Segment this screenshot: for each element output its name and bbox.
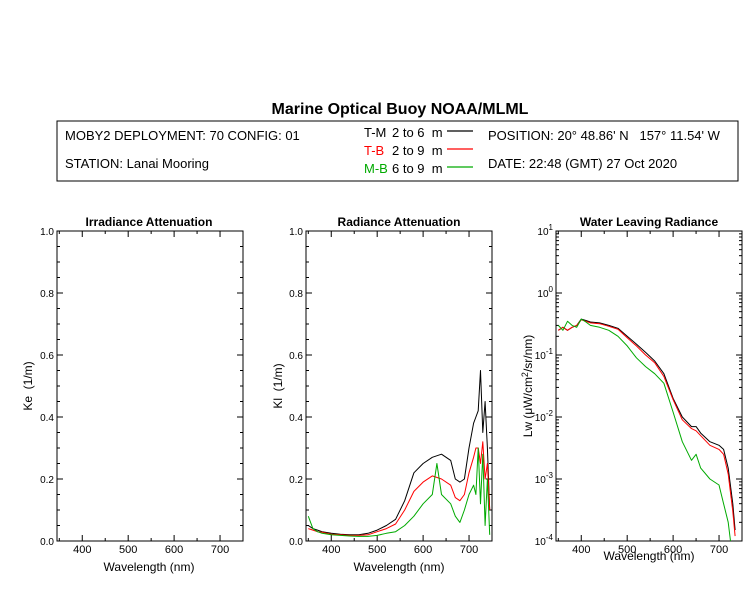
y-tick-label: 101 [537,223,553,238]
series-line-t-m [308,370,491,536]
x-tick-label: 400 [572,544,590,556]
y-tick-label: 0.0 [40,537,54,548]
panel-title: Radiance Attenuation [338,215,461,229]
x-tick-label: 700 [710,544,728,556]
series-line-black [558,318,736,531]
plot-frame [56,230,244,542]
y-tick-label: 0.0 [289,537,303,548]
y-tick-label: 10-1 [535,347,554,362]
axis-ticks: 400 500 600 700 10-4 10-3 10-2 10-1 100 101 [535,223,743,556]
y-tick-label: 0.2 [40,475,54,486]
legend-code-tb: T-B [364,143,384,158]
x-tick-label: 500 [618,544,636,556]
series-line-green [557,318,731,542]
station-text: STATION: Lanai Mooring [65,156,209,171]
y-axis-label: Ke (1/m) [21,361,35,410]
y-tick-label: 100 [537,285,553,300]
panel-radiance: Radiance Attenuation 400 500 600 700 0.0 0.2 0… [271,215,493,574]
info-box [56,120,739,182]
panel-irradiance: Irradiance Attenuation 400 500 600 700 0.0 0.… [21,215,244,574]
panel-water-leaving: Water Leaving Radiance 400 500 600 700 10-4 1… [520,215,743,563]
y-tick-label: 0.8 [40,289,54,300]
date-text: DATE: 22:48 (GMT) 27 Oct 2020 [488,156,677,171]
y-tick-label: 0.6 [289,351,303,362]
legend-code-tm: T-M [364,125,386,140]
y-axis-label: Kl (1/m) [271,363,285,408]
x-tick-label: 500 [368,544,386,556]
y-tick-label: 10-4 [535,533,554,548]
x-tick-label: 700 [211,544,229,556]
series-group [557,318,736,542]
x-axis-label: Wavelength (nm) [354,560,445,574]
x-tick-label: 400 [322,544,340,556]
x-tick-label: 400 [73,544,91,556]
figure-title: Marine Optical Buoy NOAA/MLML [272,101,529,118]
panel-title: Water Leaving Radiance [580,215,719,229]
axis-ticks: 400 500 600 700 0.0 0.2 0.4 0.6 0.8 1.0 [289,227,493,556]
x-tick-label: 600 [414,544,432,556]
x-axis-label: Wavelength (nm) [104,560,195,574]
y-axis-label: Lw (μW/cm2/sr/nm) [520,335,535,438]
legend-range-tm: 2 to 6 m [392,125,443,140]
y-tick-label: 1.0 [40,227,54,238]
series-group [307,370,491,537]
deployment-text: MOBY2 DEPLOYMENT: 70 CONFIG: 01 [65,128,300,143]
legend-range-tb: 2 to 9 m [392,143,443,158]
y-tick-label: 0.4 [40,413,54,424]
legend-code-mb: M-B [364,161,388,176]
y-tick-label: 10-2 [535,409,554,424]
legend: T-M 2 to 6 m T-B 2 to 9 m M-B 6 to 9 m [364,125,473,176]
y-tick-label: 0.2 [289,475,303,486]
series-line-t-b [308,441,491,536]
panel-title: Irradiance Attenuation [86,215,213,229]
axis-ticks: 400 500 600 700 0.0 0.2 0.4 0.6 0.8 1.0 [40,227,244,556]
series-line-red [558,319,736,537]
x-tick-label: 600 [165,544,183,556]
y-tick-label: 10-3 [535,471,554,486]
y-tick-label: 0.8 [289,289,303,300]
x-tick-label: 600 [664,544,682,556]
y-tick-label: 0.4 [289,413,303,424]
x-tick-label: 500 [119,544,137,556]
position-text: POSITION: 20° 48.86' N 157° 11.54' W [488,128,721,143]
y-tick-label: 0.6 [40,351,54,362]
y-tick-label: 1.0 [289,227,303,238]
legend-range-mb: 6 to 9 m [392,161,443,176]
x-axis-label: Wavelength (nm) [604,549,695,563]
series-line-m-b [307,447,491,537]
plot-frame [555,230,743,542]
x-tick-label: 700 [460,544,478,556]
